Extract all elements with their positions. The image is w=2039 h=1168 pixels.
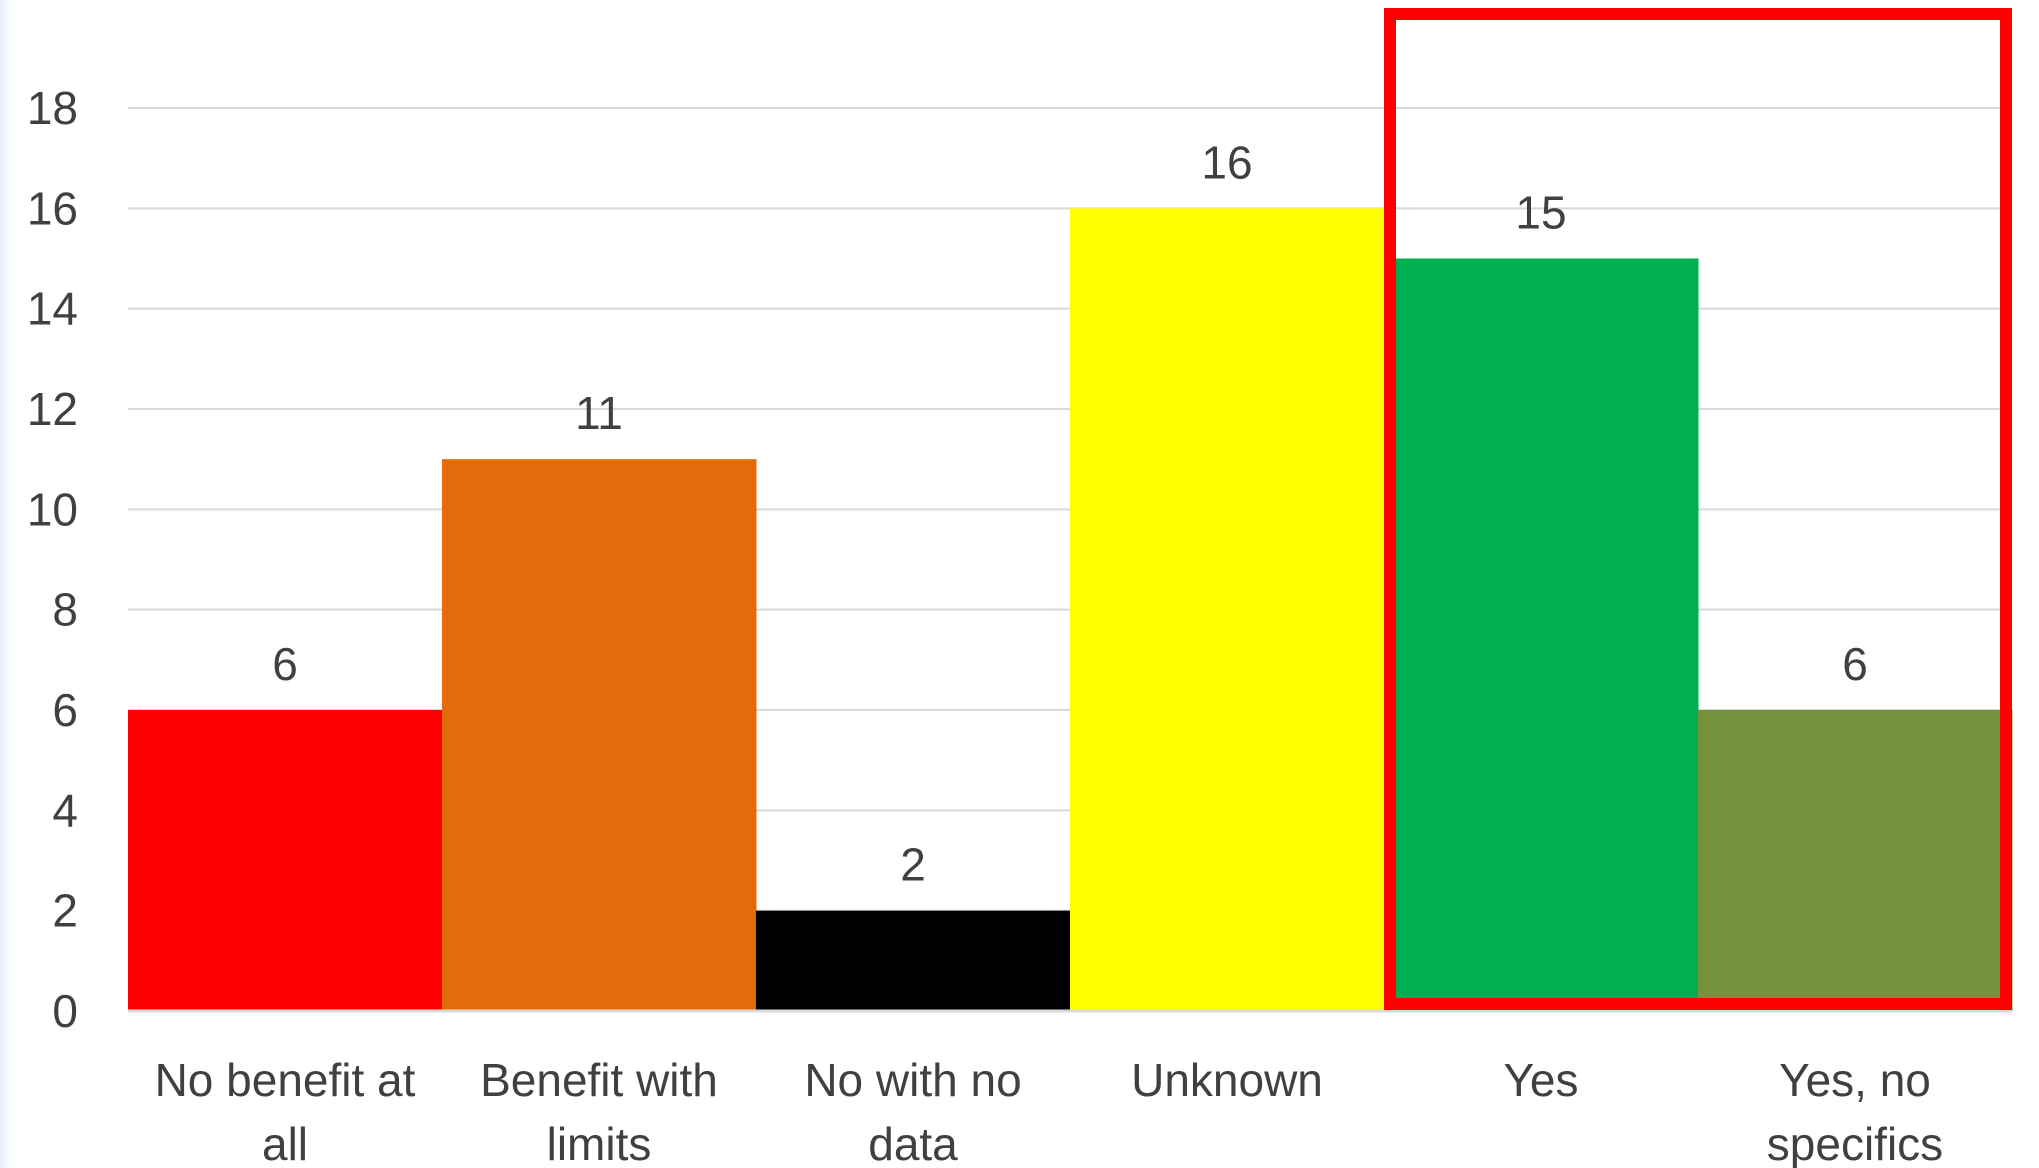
category-label-5: Yes, no specifics <box>1767 1054 1943 1168</box>
category-label-4: Yes <box>1503 1054 1578 1106</box>
bar-0 <box>128 710 443 1011</box>
category-labels: No benefit at all Benefit with limits No wit… <box>155 1054 1944 1168</box>
bars <box>128 208 2013 1012</box>
data-label-2: 2 <box>900 839 926 891</box>
bar-1 <box>442 459 757 1012</box>
highlight-rectangle <box>1384 8 2012 1010</box>
y-tick-label-14: 14 <box>27 283 78 335</box>
data-labels: 6 11 2 16 15 6 <box>272 136 1868 890</box>
y-tick-label-8: 8 <box>52 584 78 636</box>
category-label-2: No with no data <box>804 1054 1021 1168</box>
bar-2 <box>756 910 1071 1011</box>
bar-5 <box>1698 710 2013 1011</box>
bar-3 <box>1070 208 1385 1012</box>
y-tick-label-6: 6 <box>52 684 78 736</box>
y-tick-label-16: 16 <box>27 182 78 234</box>
bar-4 <box>1384 258 1699 1011</box>
data-label-3: 16 <box>1201 136 1252 188</box>
category-label-3: Unknown <box>1131 1054 1323 1106</box>
category-label-0: No benefit at all <box>155 1054 416 1168</box>
highlight-box <box>1384 8 2012 1010</box>
y-tick-label-2: 2 <box>52 885 78 937</box>
y-tick-label-12: 12 <box>27 383 78 435</box>
y-tick-label-18: 18 <box>27 82 78 134</box>
data-label-5: 6 <box>1842 638 1868 690</box>
y-tick-label-10: 10 <box>27 483 78 535</box>
y-tick-label-4: 4 <box>52 784 78 836</box>
data-label-4: 15 <box>1515 187 1566 239</box>
y-tick-label-0: 0 <box>52 985 78 1037</box>
data-label-0: 6 <box>272 638 298 690</box>
data-label-1: 11 <box>575 387 623 439</box>
category-label-1: Benefit with limits <box>480 1054 718 1168</box>
y-axis-tick-labels: 0 2 4 6 8 10 12 14 16 18 <box>27 82 78 1037</box>
